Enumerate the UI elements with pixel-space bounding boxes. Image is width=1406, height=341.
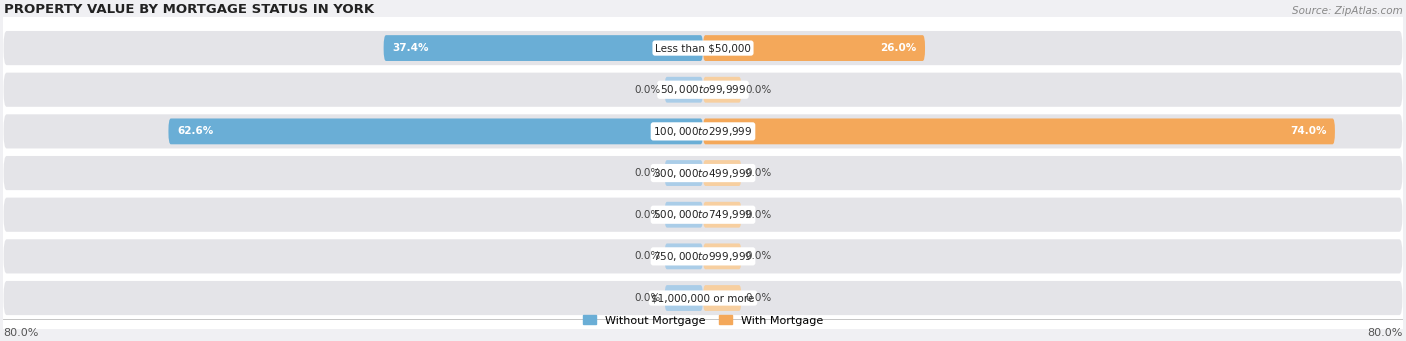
FancyBboxPatch shape [703, 77, 741, 103]
FancyBboxPatch shape [665, 285, 703, 311]
Text: 0.0%: 0.0% [634, 85, 661, 95]
Text: 0.0%: 0.0% [745, 293, 772, 303]
FancyBboxPatch shape [4, 156, 1402, 190]
Legend: Without Mortgage, With Mortgage: Without Mortgage, With Mortgage [578, 311, 828, 330]
FancyBboxPatch shape [703, 285, 741, 311]
Text: 0.0%: 0.0% [634, 168, 661, 178]
Text: $50,000 to $99,999: $50,000 to $99,999 [659, 83, 747, 96]
FancyBboxPatch shape [703, 243, 741, 269]
Text: Less than $50,000: Less than $50,000 [655, 43, 751, 53]
FancyBboxPatch shape [665, 202, 703, 228]
FancyBboxPatch shape [4, 198, 1402, 232]
Text: $1,000,000 or more: $1,000,000 or more [651, 293, 755, 303]
Text: 80.0%: 80.0% [1367, 328, 1402, 338]
FancyBboxPatch shape [384, 35, 703, 61]
Text: PROPERTY VALUE BY MORTGAGE STATUS IN YORK: PROPERTY VALUE BY MORTGAGE STATUS IN YOR… [4, 3, 374, 16]
Text: 26.0%: 26.0% [880, 43, 917, 53]
Text: $100,000 to $299,999: $100,000 to $299,999 [654, 125, 752, 138]
FancyBboxPatch shape [703, 160, 741, 186]
Text: $750,000 to $999,999: $750,000 to $999,999 [654, 250, 752, 263]
Text: 0.0%: 0.0% [745, 251, 772, 261]
Text: 0.0%: 0.0% [745, 168, 772, 178]
Text: $300,000 to $499,999: $300,000 to $499,999 [654, 166, 752, 180]
FancyBboxPatch shape [665, 77, 703, 103]
Text: 0.0%: 0.0% [745, 210, 772, 220]
Text: 62.6%: 62.6% [177, 127, 214, 136]
Text: 0.0%: 0.0% [634, 210, 661, 220]
FancyBboxPatch shape [703, 202, 741, 228]
Text: 74.0%: 74.0% [1289, 127, 1326, 136]
Text: 80.0%: 80.0% [4, 328, 39, 338]
Text: 0.0%: 0.0% [634, 251, 661, 261]
FancyBboxPatch shape [4, 114, 1402, 148]
FancyBboxPatch shape [4, 73, 1402, 107]
Text: Source: ZipAtlas.com: Source: ZipAtlas.com [1292, 5, 1402, 16]
FancyBboxPatch shape [703, 35, 925, 61]
Text: $500,000 to $749,999: $500,000 to $749,999 [654, 208, 752, 221]
Text: 0.0%: 0.0% [745, 85, 772, 95]
Text: 37.4%: 37.4% [392, 43, 429, 53]
FancyBboxPatch shape [169, 118, 703, 144]
FancyBboxPatch shape [665, 243, 703, 269]
FancyBboxPatch shape [4, 31, 1402, 65]
FancyBboxPatch shape [665, 160, 703, 186]
FancyBboxPatch shape [4, 239, 1402, 273]
Text: 0.0%: 0.0% [634, 293, 661, 303]
FancyBboxPatch shape [4, 281, 1402, 315]
FancyBboxPatch shape [703, 118, 1334, 144]
